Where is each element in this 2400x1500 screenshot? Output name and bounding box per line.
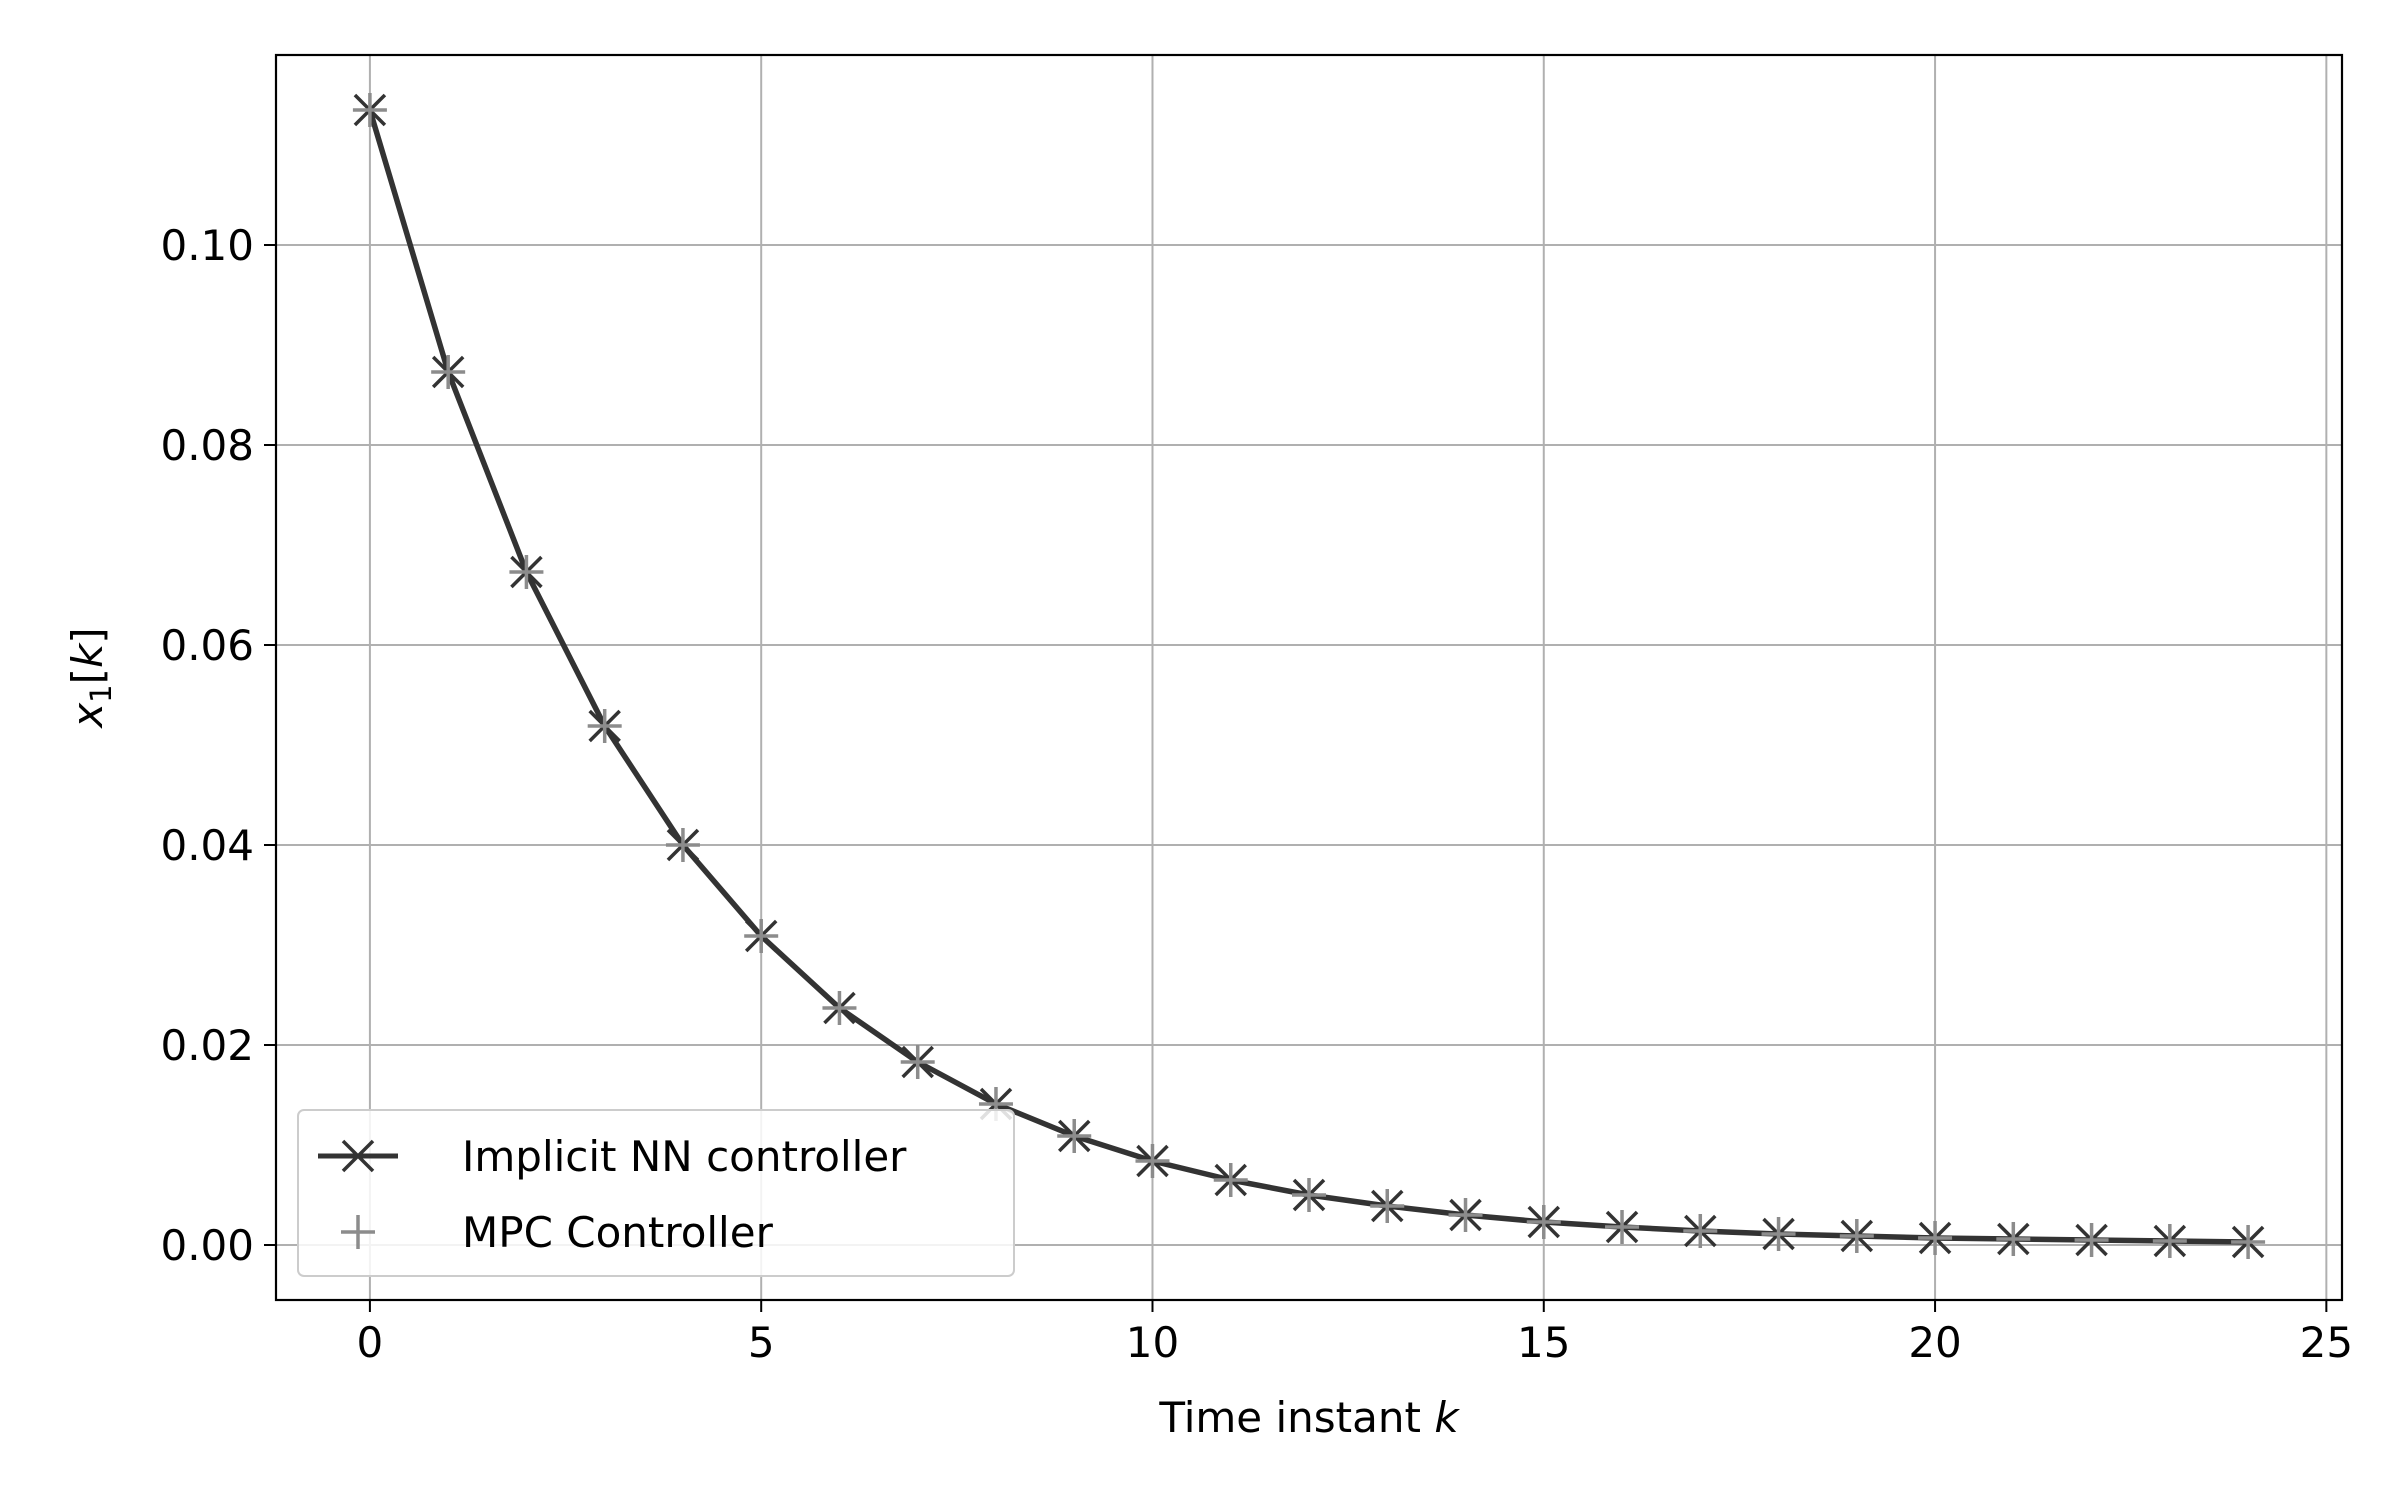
legend-x-glyph xyxy=(341,1139,375,1173)
data-point-mpc xyxy=(1292,1178,1326,1212)
x-tick-label: 5 xyxy=(748,1318,775,1367)
y-tick-label: 0.00 xyxy=(160,1221,254,1270)
x-tick-label: 0 xyxy=(357,1318,384,1367)
y-ticks: 0.00 0.02 0.04 0.06 0.08 0.10 xyxy=(160,221,276,1270)
data-point-mpc xyxy=(1839,1219,1874,1253)
data-point-mpc xyxy=(431,355,466,389)
y-tick-label: 0.02 xyxy=(160,1021,254,1070)
legend-plus-glyph xyxy=(341,1215,375,1249)
y-tick-label: 0.08 xyxy=(160,421,254,470)
data-point-mpc xyxy=(900,1045,935,1079)
legend: Implicit NN controller MPC Controller xyxy=(297,1109,1015,1277)
y-tick-label: 0.06 xyxy=(160,621,254,670)
grid xyxy=(276,55,2342,1300)
x-tick-label: 10 xyxy=(1126,1318,1179,1367)
x-ticks: 0 5 10 15 20 25 xyxy=(357,1300,2353,1367)
data-point-mpc xyxy=(1213,1163,1248,1197)
data-point-mpc xyxy=(1683,1214,1718,1248)
data-point-mpc xyxy=(587,709,622,743)
legend-marker-x xyxy=(341,1139,375,1173)
legend-box xyxy=(297,1109,1015,1277)
legend-label-implicit-nn: Implicit NN controller xyxy=(462,1132,907,1181)
data-point-mpc xyxy=(1605,1210,1640,1244)
data-point-mpc xyxy=(822,991,857,1025)
data-point-mpc xyxy=(2074,1223,2109,1257)
data-point-mpc xyxy=(1448,1198,1483,1232)
series-layer xyxy=(352,93,2266,1259)
legend-marker-plus xyxy=(341,1215,375,1249)
data-point-mpc xyxy=(1057,1119,1092,1153)
legend-entry-implicit-nn: Implicit NN controller xyxy=(318,1132,907,1181)
data-point-mpc xyxy=(665,828,700,862)
x-axis-label: Time instant k xyxy=(1158,1393,1460,1442)
legend-label-mpc: MPC Controller xyxy=(462,1208,774,1257)
plot-frame xyxy=(274,53,2344,1302)
data-point-mpc xyxy=(1761,1217,1796,1251)
x-tick-label: 25 xyxy=(2300,1318,2353,1367)
data-point-mpc xyxy=(1918,1221,1953,1255)
data-point-mpc xyxy=(2231,1225,2266,1259)
data-point-mpc xyxy=(352,93,387,127)
data-point-mpc xyxy=(2152,1224,2187,1258)
x-tick-label: 20 xyxy=(1908,1318,1961,1367)
data-point-mpc xyxy=(509,555,544,589)
data-point-mpc xyxy=(1526,1205,1561,1239)
data-point-mpc xyxy=(744,919,779,953)
legend-entry-mpc: MPC Controller xyxy=(341,1208,774,1257)
data-point-mpc xyxy=(1135,1144,1170,1178)
y-axis-label: x1[k] xyxy=(63,627,118,729)
y-tick-label: 0.10 xyxy=(160,221,254,270)
y-tick-label: 0.04 xyxy=(160,821,254,870)
x-tick-label: 15 xyxy=(1517,1318,1570,1367)
data-point-mpc xyxy=(1996,1222,2031,1256)
data-point-mpc xyxy=(1370,1189,1405,1223)
